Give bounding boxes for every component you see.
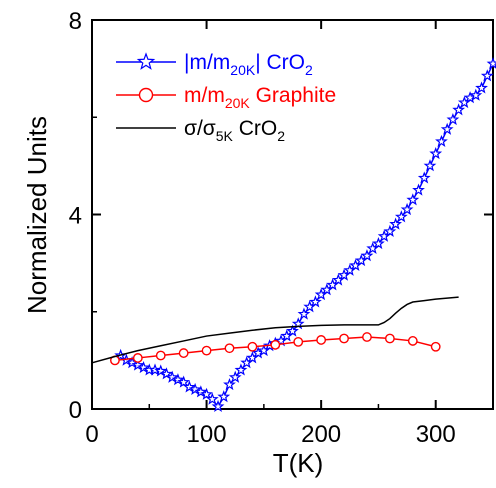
- circle-marker: [248, 343, 256, 351]
- x-tick-label: 100: [187, 421, 227, 448]
- circle-marker: [317, 336, 325, 344]
- star-marker: [414, 185, 424, 194]
- x-tick-label: 300: [416, 421, 456, 448]
- star-marker: [431, 149, 441, 158]
- series-line: [92, 297, 459, 363]
- star-marker: [442, 124, 452, 133]
- star-marker: [483, 71, 493, 80]
- star-marker: [219, 392, 229, 401]
- series-3: [92, 297, 459, 363]
- y-axis-title: Normalized Units: [22, 116, 52, 314]
- legend-entry-2: m/m20K Graphite: [116, 84, 336, 111]
- y-tick-label: 8: [69, 8, 82, 35]
- circle-marker: [134, 354, 142, 362]
- series-line: [121, 64, 493, 407]
- star-marker: [425, 161, 435, 170]
- circle-marker: [363, 333, 371, 341]
- circle-marker: [179, 349, 187, 357]
- circle-marker: [271, 341, 279, 349]
- y-tick-label: 0: [69, 397, 82, 424]
- legend-entry-1: |m/m20K| CrO2: [116, 51, 313, 78]
- star-marker: [448, 115, 458, 124]
- y-tick-label: 4: [69, 203, 82, 230]
- circle-marker: [294, 338, 302, 346]
- circle-marker: [386, 334, 394, 342]
- x-tick-label: 0: [85, 421, 98, 448]
- star-marker: [437, 137, 447, 146]
- legend-label: m/m20K Graphite: [184, 84, 336, 111]
- circle-marker: [225, 344, 233, 352]
- star-marker: [402, 205, 412, 214]
- series-1: [116, 59, 496, 411]
- legend: |m/m20K| CrO2 m/m20K Graphite σ/σ5K CrO2: [116, 51, 336, 144]
- circle-marker: [340, 334, 348, 342]
- plot-axes: 0 100 200 300 0 4 8: [69, 8, 493, 448]
- circle-marker: [409, 337, 417, 345]
- star-marker: [488, 59, 496, 68]
- star-marker: [408, 195, 418, 204]
- legend-label: |m/m20K| CrO2: [184, 51, 313, 78]
- circle-marker: [432, 343, 440, 351]
- x-axis-title: T(K): [273, 448, 324, 478]
- circle-marker: [202, 346, 210, 354]
- circle-marker: [140, 89, 153, 102]
- legend-entry-3: σ/σ5K CrO2: [116, 117, 285, 144]
- series-layer: [92, 59, 496, 411]
- circle-marker: [157, 351, 165, 359]
- x-tick-label: 200: [301, 421, 341, 448]
- legend-label: σ/σ5K CrO2: [184, 117, 285, 144]
- star-marker: [420, 173, 430, 182]
- star-marker: [477, 83, 487, 92]
- star-marker: [138, 54, 153, 68]
